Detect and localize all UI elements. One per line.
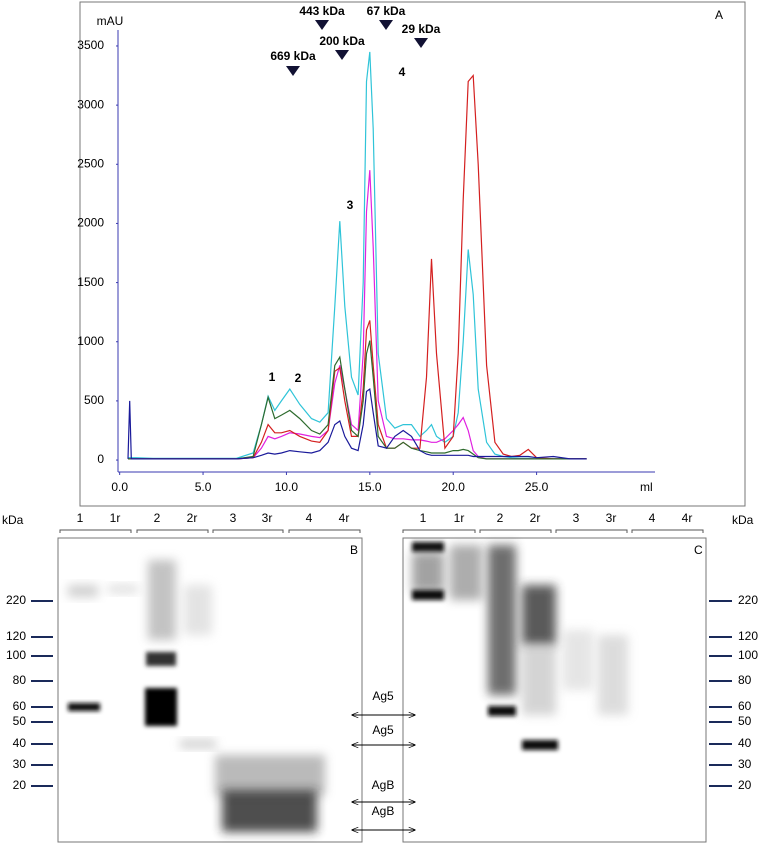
- lane-bracket: [555, 529, 628, 533]
- annotation: 1: [269, 370, 276, 384]
- annotation: 3: [347, 198, 354, 212]
- x-tick-label: 20.0: [442, 480, 466, 494]
- marker-label: 20: [738, 778, 752, 792]
- marker-label: 60: [13, 699, 27, 713]
- annotation: 669 kDa: [270, 49, 316, 63]
- y-tick-label: 0: [97, 452, 104, 466]
- lane-label: 3: [573, 511, 580, 525]
- lane-bracket: [212, 529, 284, 533]
- panel-label: B: [350, 543, 358, 557]
- lane-label: 1r: [454, 511, 465, 525]
- lane-label: 3r: [606, 511, 617, 525]
- marker-label: 80: [738, 673, 752, 687]
- unit-label: kDa: [2, 513, 24, 527]
- marker-label: 120: [738, 629, 758, 643]
- marker-label: 120: [6, 629, 26, 643]
- annotation: 29 kDa: [402, 22, 441, 36]
- marker-label: 100: [6, 648, 26, 662]
- lane-label: 1: [420, 511, 427, 525]
- marker-label: 40: [13, 736, 27, 750]
- panel-label: A: [715, 8, 723, 22]
- x-tick-label: 0.0: [111, 480, 128, 494]
- lane-label: 4: [649, 511, 656, 525]
- marker-label: 220: [6, 593, 26, 607]
- lane-bracket: [288, 529, 361, 533]
- series-line: [128, 51, 587, 460]
- lane-bracket: [631, 529, 704, 533]
- series-line: [128, 340, 587, 460]
- size-marker: [335, 50, 349, 60]
- size-marker: [379, 20, 393, 30]
- x-tick-label: 25.0: [525, 480, 549, 494]
- y-tick-label: 1000: [77, 334, 104, 348]
- size-marker: [286, 66, 300, 76]
- marker-label: 40: [738, 736, 752, 750]
- y-tick-label: 3500: [77, 38, 104, 52]
- antigen-label: AgB: [372, 778, 395, 792]
- marker-label: 80: [13, 673, 27, 687]
- marker-label: 30: [13, 757, 27, 771]
- unit-label: kDa: [732, 513, 754, 527]
- lane-bracket: [402, 529, 476, 533]
- lane-label: 3: [230, 511, 237, 525]
- annotation: 4: [399, 65, 406, 79]
- marker-label: 220: [738, 593, 758, 607]
- series-line: [128, 73, 587, 460]
- marker-label: 100: [738, 648, 758, 662]
- series-line: [128, 170, 587, 460]
- y-tick-label: 3000: [77, 97, 104, 111]
- x-tick-label: 5.0: [195, 480, 212, 494]
- y-axis-label: mAU: [97, 14, 124, 28]
- series-line: [127, 388, 587, 460]
- y-tick-label: 1500: [77, 275, 104, 289]
- lane-label: 3r: [262, 511, 273, 525]
- size-marker: [315, 20, 329, 30]
- blot-bands: [412, 542, 628, 750]
- x-tick-label: 10.0: [275, 480, 299, 494]
- x-tick-label: 15.0: [358, 480, 382, 494]
- marker-label: 50: [13, 714, 27, 728]
- panel-label: C: [694, 543, 703, 557]
- annotation: 200 kDa: [319, 34, 365, 48]
- y-tick-label: 2000: [77, 216, 104, 230]
- marker-label: 60: [738, 699, 752, 713]
- annotation: 2: [295, 371, 302, 385]
- lane-bracket: [136, 529, 209, 533]
- annotation: 443 kDa: [299, 4, 345, 18]
- y-tick-label: 500: [84, 393, 104, 407]
- lane-label: 4r: [682, 511, 693, 525]
- marker-label: 30: [738, 757, 752, 771]
- marker-label: 20: [13, 778, 27, 792]
- antigen-label: Ag5: [372, 723, 394, 737]
- x-axis-label: ml: [640, 480, 653, 494]
- lane-label: 4r: [339, 511, 350, 525]
- antigen-arrows: [352, 715, 415, 830]
- lane-label: 2: [154, 511, 161, 525]
- marker-label: 50: [738, 714, 752, 728]
- lane-label: 4: [306, 511, 313, 525]
- lane-label: 2r: [530, 511, 541, 525]
- annotation: 67 kDa: [367, 4, 406, 18]
- lane-label: 1: [77, 511, 84, 525]
- lane-label: 2r: [187, 511, 198, 525]
- lane-label: 1r: [110, 511, 121, 525]
- y-tick-label: 2500: [77, 156, 104, 170]
- size-marker: [414, 38, 428, 48]
- lane-bracket: [479, 529, 552, 533]
- lane-bracket: [59, 529, 132, 533]
- blot-bands: [68, 560, 325, 832]
- antigen-label: Ag5: [372, 689, 394, 703]
- lane-label: 2: [497, 511, 504, 525]
- antigen-label: AgB: [372, 804, 395, 818]
- panel-frame: [79, 1, 746, 507]
